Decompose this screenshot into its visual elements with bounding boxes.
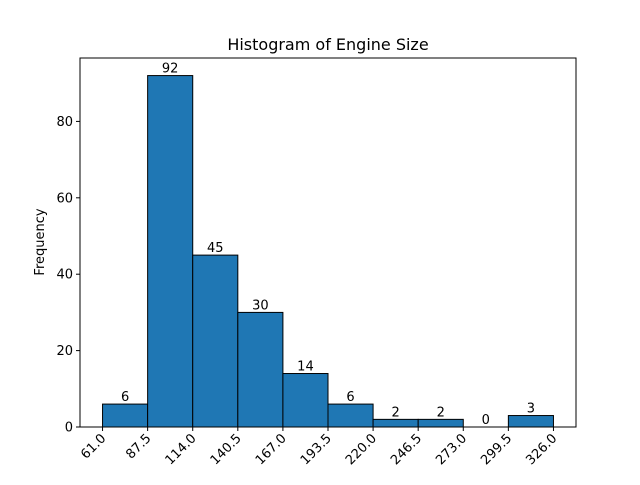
bar-value-label: 45 [207,241,224,256]
histogram-bar [192,254,239,428]
bar-value-label: 2 [437,405,445,420]
bar-value-label: 6 [346,390,354,405]
histogram-bar [282,373,329,428]
histogram-bar [327,403,374,428]
y-tick-label: 60 [56,191,73,206]
x-tick-label: 140.5 [208,431,245,468]
x-tick-label: 220.0 [343,431,380,468]
x-tick-label: 87.5 [123,431,154,462]
x-tick-label: 326.0 [523,431,560,468]
y-tick-label: 0 [65,421,73,436]
x-tick-label: 167.0 [253,431,290,468]
bar-value-label: 3 [527,402,535,417]
histogram-bar [372,418,419,428]
x-tick-label: 193.5 [298,431,335,468]
y-tick-label: 40 [56,268,73,283]
bar-value-label: 6 [121,390,129,405]
bar-value-label: 14 [297,360,314,375]
histogram-bar [147,75,194,428]
x-tick-label: 273.0 [433,431,470,468]
histogram-bar [102,403,149,428]
chart-title: Histogram of Engine Size [227,35,428,54]
x-tick-label: 299.5 [478,431,515,468]
bar-value-label: 2 [391,405,399,420]
histogram-bar [507,415,554,428]
x-tick-label: 246.5 [388,431,425,468]
y-axis-label: Frequency [33,208,48,275]
histogram-bar [417,418,464,428]
bar-value-label: 92 [162,62,179,77]
bar-value-label: 0 [482,413,490,428]
y-tick-label: 20 [56,344,73,359]
x-tick-label: 61.0 [78,431,109,462]
y-tick-label: 80 [56,115,73,130]
x-tick-label: 114.0 [163,431,200,468]
histogram-bar [237,311,284,428]
bar-value-label: 30 [252,298,269,313]
